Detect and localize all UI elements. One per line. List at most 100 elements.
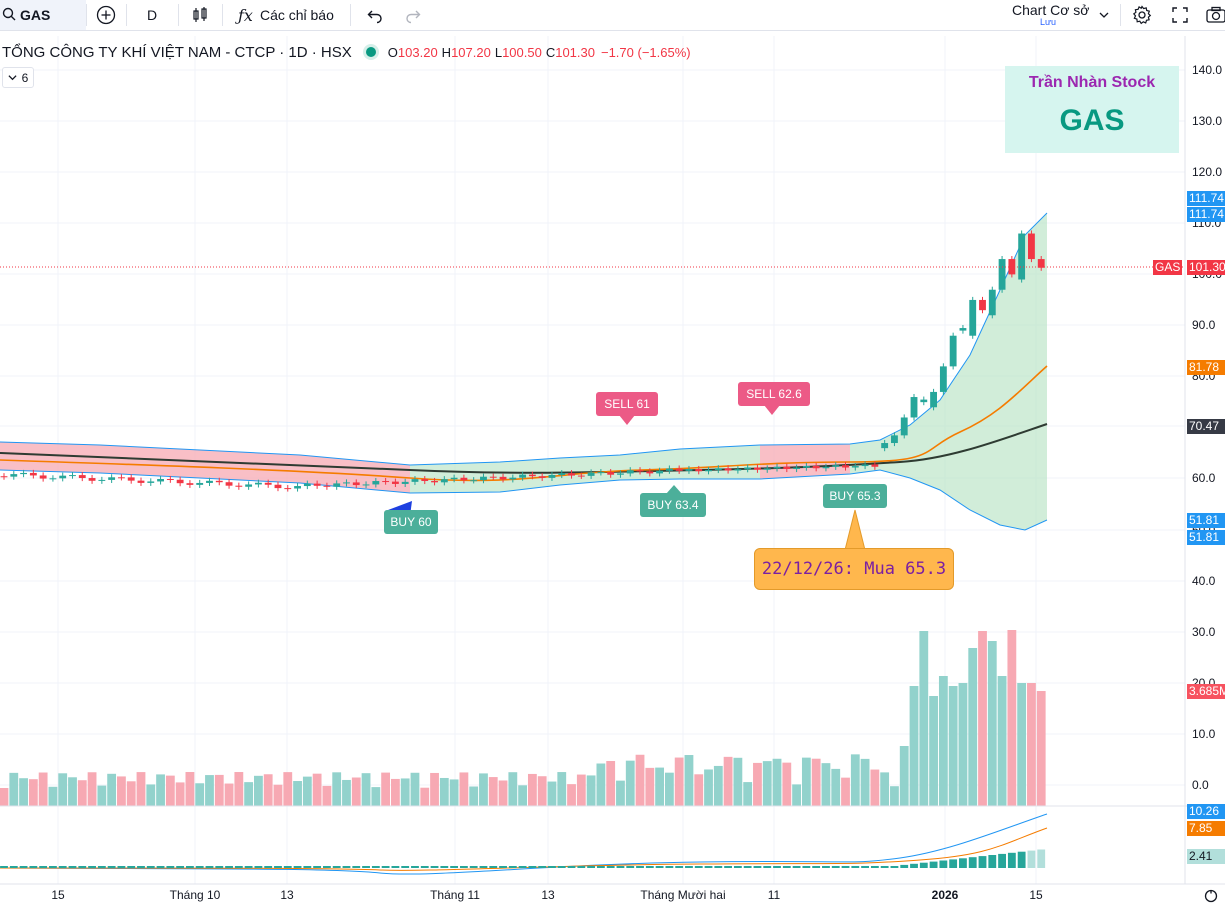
interval-label: D: [147, 7, 158, 23]
volume-bar: [459, 772, 469, 806]
price-axis-tag: 3.685M: [1187, 684, 1225, 699]
fullscreen-icon: [1172, 7, 1188, 23]
chart-title[interactable]: TỔNG CÔNG TY KHÍ VIỆT NAM - CTCP · 1D · …: [2, 43, 352, 61]
volume-bar: [244, 782, 254, 806]
candle-body: [157, 479, 164, 482]
buy-signal-label[interactable]: BUY 63.4: [640, 493, 706, 517]
price-tick-label: 60.0: [1192, 471, 1216, 485]
settings-button[interactable]: [1132, 0, 1152, 30]
volume-bar: [547, 781, 557, 806]
volume-bar: [850, 754, 860, 806]
volume-bar: [0, 788, 9, 806]
candle-body: [137, 480, 145, 483]
candle-body: [0, 476, 8, 478]
macd-histogram-bar: [195, 866, 204, 868]
candle-body: [724, 468, 732, 471]
volume-bar: [518, 785, 528, 806]
volume-bar: [821, 763, 831, 806]
macd-histogram-bar: [313, 866, 322, 868]
macd-histogram-bar: [88, 866, 96, 868]
price-axis-tag: 10.26: [1187, 804, 1225, 819]
reset-icon[interactable]: [1203, 888, 1219, 904]
candle-body: [891, 435, 898, 444]
high-label: H: [441, 44, 452, 60]
macd-histogram-bar: [332, 866, 341, 868]
macd-histogram-bar: [812, 866, 821, 868]
macd-histogram-bar: [459, 866, 468, 868]
undo-button[interactable]: [366, 0, 384, 30]
candle-body: [656, 470, 664, 474]
candle-body: [812, 465, 820, 469]
redo-button[interactable]: [404, 0, 422, 30]
volume-bar: [234, 772, 244, 806]
macd-histogram-bar: [225, 866, 233, 868]
macd-histogram-bar: [156, 866, 165, 868]
volume-bar: [332, 772, 342, 806]
price-tick-label: 10.0: [1192, 727, 1216, 741]
candle-body: [705, 470, 712, 472]
candle-body: [303, 483, 311, 487]
candle-body: [979, 299, 986, 311]
macd-histogram-bar: [58, 866, 67, 868]
trade-note-callout[interactable]: 22/12/26: Mua 65.3: [754, 548, 954, 590]
candle-body: [861, 464, 869, 467]
volume-bar: [596, 763, 606, 806]
volume-bar: [293, 781, 302, 806]
candle-body: [108, 477, 116, 480]
indicators-button[interactable]: ƒx Các chỉ báo: [238, 0, 334, 30]
layout-dropdown[interactable]: [1098, 0, 1110, 30]
macd-pane: [0, 813, 1048, 875]
volume-bar: [136, 772, 146, 806]
volume-bar: [87, 772, 97, 806]
layout-menu-button[interactable]: Chart Cơ sở Lưu: [1012, 0, 1090, 30]
volume-bar: [126, 781, 136, 806]
compare-symbol-button[interactable]: [96, 0, 116, 30]
time-axis[interactable]: 15 Tháng 10 13 Tháng 11 13 Tháng Mười hai 11 20…: [0, 884, 1185, 909]
buy-signal-label[interactable]: BUY 65.3: [823, 484, 887, 508]
macd-histogram-bar: [998, 853, 1006, 868]
candle-body: [206, 480, 213, 483]
buy-signal-label[interactable]: BUY 60: [384, 510, 438, 534]
macd-histogram-bar: [704, 866, 713, 868]
volume-bar: [302, 776, 312, 806]
time-tick-label: 13: [541, 888, 555, 902]
macd-histogram-bar: [264, 866, 273, 868]
layout-saved-status: Lưu: [1040, 17, 1057, 27]
symbol-search-button[interactable]: GAS: [0, 0, 86, 30]
macd-histogram-bar: [596, 866, 605, 868]
macd-histogram-bar: [518, 866, 527, 868]
candle-body: [842, 465, 849, 468]
candle-body: [215, 480, 223, 483]
volume-bar: [68, 777, 77, 806]
macd-histogram-bar: [322, 866, 331, 868]
volume-bar: [381, 772, 391, 806]
candle-body: [284, 488, 292, 490]
macd-histogram-bar: [499, 866, 507, 868]
price-tick-label: 120.0: [1192, 165, 1222, 179]
volume-bar: [645, 767, 655, 806]
candle-body: [69, 475, 76, 477]
volume-bar: [58, 773, 68, 806]
snapshot-button[interactable]: [1206, 0, 1225, 30]
volume-bar: [664, 772, 674, 806]
macd-histogram-bar: [782, 866, 791, 868]
candle-body: [245, 484, 253, 487]
macd-histogram-bar: [1017, 851, 1026, 868]
price-tick-label: 90.0: [1192, 318, 1216, 332]
legend-collapse-button[interactable]: 6: [2, 67, 34, 88]
volume-bar: [1036, 691, 1046, 806]
macd-histogram-bar: [489, 866, 498, 868]
macd-histogram-bar: [362, 866, 370, 868]
volume-bar: [801, 757, 811, 806]
sell-pointer-icon: [619, 415, 635, 425]
interval-button[interactable]: D: [147, 0, 157, 30]
fullscreen-button[interactable]: [1171, 0, 1189, 30]
macd-histogram-bar: [665, 866, 674, 868]
chart-type-button[interactable]: [190, 0, 210, 30]
sell-signal-label[interactable]: SELL 61: [596, 392, 658, 416]
candle-body: [10, 474, 18, 477]
macd-histogram-bar: [870, 866, 879, 868]
sell-signal-label[interactable]: SELL 62.6: [738, 382, 810, 406]
volume-bar: [890, 786, 899, 806]
